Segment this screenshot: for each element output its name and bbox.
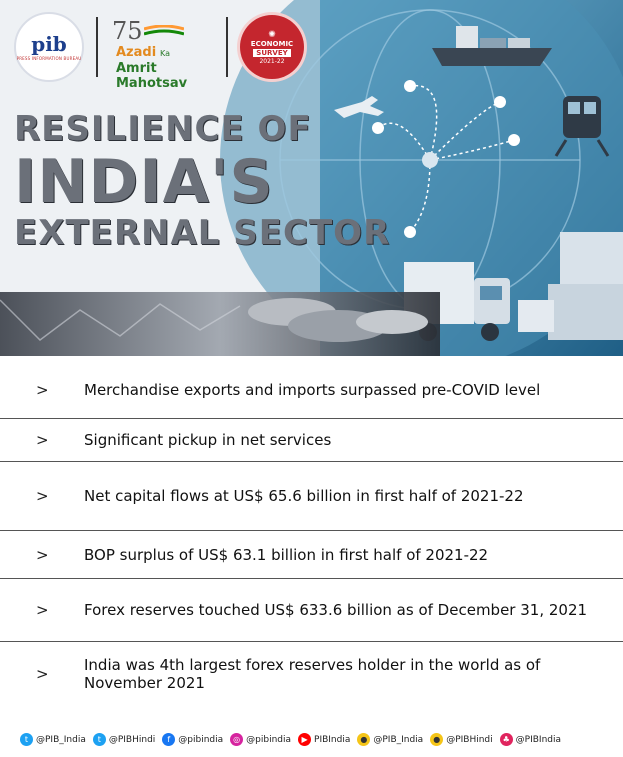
logistics-illustration xyxy=(0,0,623,356)
social-handle: PIBIndia xyxy=(314,734,351,745)
amrit-number: 75 xyxy=(112,17,143,45)
social-handle: @PIB_India xyxy=(373,734,424,745)
social-link[interactable]: t @PIB_India xyxy=(20,733,86,746)
twitter-icon: t xyxy=(20,733,33,746)
list-item: > India was 4th largest forex reserves h… xyxy=(0,642,623,706)
amrit-line1b: Ka xyxy=(160,49,171,58)
pib-logo: pib PRESS INFORMATION BUREAU xyxy=(14,12,84,82)
social-handle: @PIBHindi xyxy=(446,734,493,745)
list-item: > Forex reserves touched US$ 633.6 billi… xyxy=(0,579,623,642)
survey-line1: ECONOMIC xyxy=(250,39,294,48)
social-handle: @PIB_India xyxy=(36,734,86,745)
list-item-text: Net capital flows at US$ 65.6 billion in… xyxy=(84,487,524,505)
logo-divider xyxy=(226,17,228,77)
page-title: RESILIENCE OF INDIA'S EXTERNAL SECTOR xyxy=(14,112,390,250)
list-item: > Significant pickup in net services xyxy=(0,419,623,462)
social-link[interactable]: f @pibindia xyxy=(162,733,223,746)
list-item-text: BOP surplus of US$ 63.1 billion in first… xyxy=(84,545,489,564)
social-link[interactable]: ♣ @PIBIndia xyxy=(499,733,561,746)
bullet-arrow-icon: > xyxy=(36,545,49,564)
economic-survey-badge: ✺ ECONOMIC SURVEY 2021-22 xyxy=(240,15,304,79)
bullet-arrow-icon: > xyxy=(36,601,49,619)
list-item-text: India was 4th largest forex reserves hol… xyxy=(84,656,541,692)
tricolour-icon xyxy=(144,25,184,36)
social-handle: @pibindia xyxy=(246,734,292,745)
key-points-list: > Merchandise exports and imports surpas… xyxy=(0,362,623,706)
emblem-icon: ✺ xyxy=(268,29,276,40)
list-item-text: Merchandise exports and imports surpasse… xyxy=(84,381,541,399)
amrit-line1: Azadi xyxy=(116,45,157,60)
list-item: > BOP surplus of US$ 63.1 billion in fir… xyxy=(0,531,623,579)
twitter-icon: t xyxy=(92,733,106,746)
list-item: > Merchandise exports and imports surpas… xyxy=(0,362,623,419)
social-handles: t @PIB_India t @PIBHindi f @pibindia ◎ @pibi… xyxy=(20,733,620,746)
bullet-arrow-icon: > xyxy=(36,487,49,505)
azadi-ka-amrit-mahotsav-logo: 75 Azadi Ka Amrit Mahotsav xyxy=(110,15,214,91)
survey-line2: SURVEY xyxy=(253,48,291,57)
pib-logo-text: pib xyxy=(31,31,67,56)
bullet-arrow-icon: > xyxy=(36,665,49,683)
youtube-icon: ▶ xyxy=(298,733,312,746)
title-line3: EXTERNAL SECTOR xyxy=(14,213,391,253)
social-link[interactable]: ● @PIB_India xyxy=(357,733,423,746)
logo-divider xyxy=(96,17,98,77)
social-handle: @PIBHindi xyxy=(108,734,156,745)
social-link[interactable]: ● @PIBHindi xyxy=(430,733,493,746)
koo-icon: ● xyxy=(357,733,371,746)
logo-strip: pib PRESS INFORMATION BUREAU 75 Azadi Ka… xyxy=(14,12,304,91)
instagram-icon: ◎ xyxy=(230,733,244,746)
facebook-icon: f xyxy=(162,733,176,746)
list-item: > Net capital flows at US$ 65.6 billion … xyxy=(0,462,623,531)
social-handle: @PIBIndia xyxy=(515,734,561,745)
amrit-line2: Amrit Mahotsav xyxy=(116,61,188,91)
list-item-text: Significant pickup in net services xyxy=(84,431,332,449)
title-line2: INDIA'S xyxy=(14,147,274,217)
bullet-arrow-icon: > xyxy=(36,431,49,449)
social-link[interactable]: ▶ PIBIndia xyxy=(298,733,350,746)
social-link[interactable]: ◎ @pibindia xyxy=(230,733,291,746)
sharechat-icon: ♣ xyxy=(499,733,513,746)
social-handle: @pibindia xyxy=(178,734,224,745)
bullet-arrow-icon: > xyxy=(36,381,49,399)
social-link[interactable]: t @PIBHindi xyxy=(92,733,156,746)
hero-banner: pib PRESS INFORMATION BUREAU 75 Azadi Ka… xyxy=(0,0,623,356)
survey-line3: 2021-22 xyxy=(259,57,285,65)
list-item-text: Forex reserves touched US$ 633.6 billion… xyxy=(84,601,588,619)
pib-logo-subtext: PRESS INFORMATION BUREAU xyxy=(16,55,82,61)
title-line1: RESILIENCE OF xyxy=(14,109,312,149)
koo-icon: ● xyxy=(430,733,444,746)
